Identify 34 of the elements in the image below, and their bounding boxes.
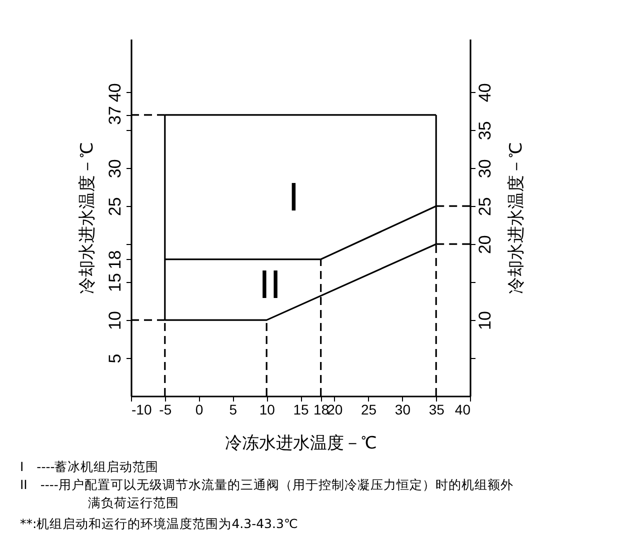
y2-tick-label: 20: [476, 235, 494, 254]
y-tick-label: 40: [106, 83, 124, 102]
y-tick-label: 18: [106, 250, 124, 270]
y-tick-label: 10: [106, 311, 124, 330]
y2-tick-label: 10: [476, 311, 494, 330]
annotation: I: [288, 176, 300, 220]
y2-tick-label: 25: [476, 197, 494, 216]
x-tick-label: 10: [259, 402, 276, 418]
y2-tick-label: 40: [476, 83, 494, 102]
annotation: II: [258, 262, 282, 307]
y2-tick-label: 35: [476, 121, 494, 140]
y-axis-title: 冷却水进水温度－℃: [78, 142, 96, 294]
x-tick-label: 35: [428, 402, 445, 418]
x-tick-label: 25: [361, 402, 377, 418]
x-tick-label: 30: [394, 402, 411, 418]
x-axis-title: 冷冻水进水温度－℃: [225, 434, 377, 452]
y-tick-label: 30: [106, 159, 124, 178]
text: II ----用户配置可以无级调节水流量的三通阀（用于控制冷凝压力恒定）时的机组额外满负荷运行范围: [20, 476, 514, 512]
y2-axis-title: 冷却水进水温度－℃: [506, 142, 526, 294]
x-tick-label: 0: [195, 402, 204, 418]
text: **:机组启动和运行的环境温度范围为4.3-43.3℃: [20, 515, 299, 533]
text: I ----蓄冰机组启动范围: [20, 458, 160, 476]
y-tick-label: 37: [106, 106, 124, 125]
x-tick-label: 40: [454, 402, 471, 418]
y-tick-label: 15: [106, 273, 124, 292]
x-tick-label: -5: [159, 402, 172, 418]
y-tick-label: 25: [106, 197, 124, 216]
x-tick-label: -10: [132, 402, 152, 418]
x-tick-label: 5: [229, 402, 238, 418]
y-tick-label: 5: [106, 354, 124, 364]
x-tick-label: 20: [327, 402, 343, 418]
y2-tick-label: 30: [476, 159, 494, 178]
x-tick-label: 15: [293, 402, 309, 418]
x-tick-label: 18: [314, 402, 330, 418]
